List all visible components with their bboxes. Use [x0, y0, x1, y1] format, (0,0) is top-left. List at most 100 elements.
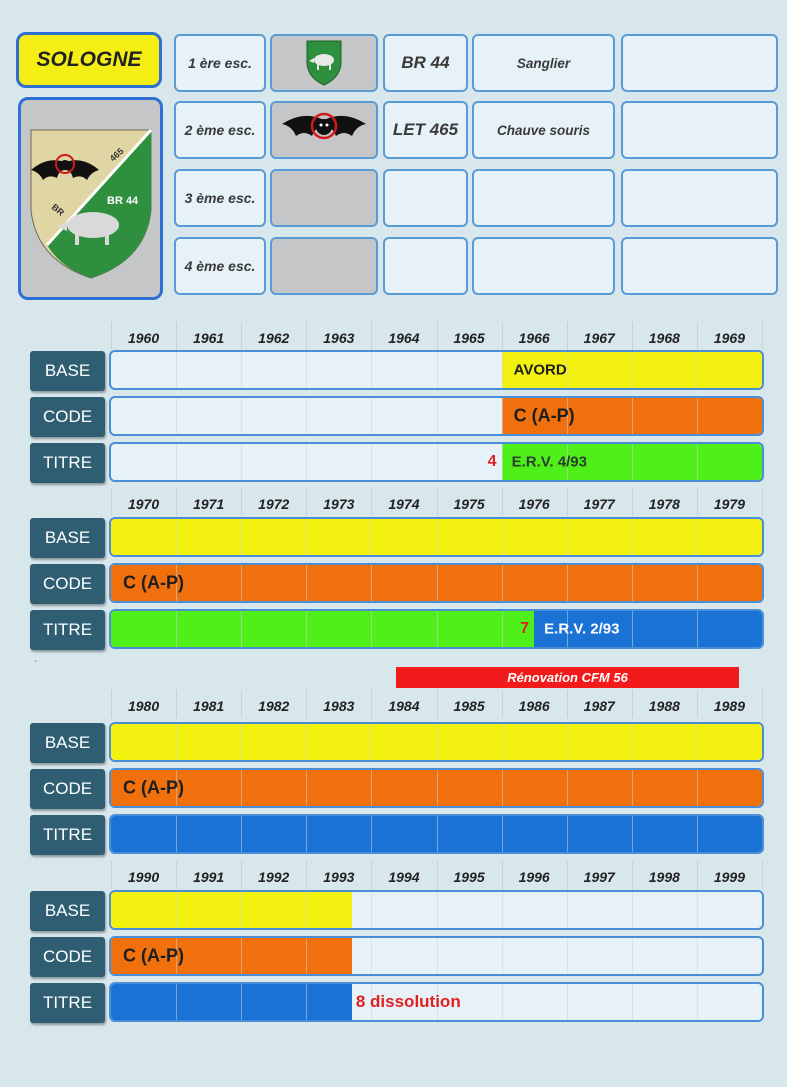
grid-line: [501, 352, 503, 388]
year-label: 1978: [648, 496, 680, 512]
grid-line: [566, 938, 568, 974]
grid-line: [306, 816, 308, 852]
timeline-track-base: [109, 890, 764, 930]
grid-line: [501, 724, 503, 760]
grid-line: [631, 519, 633, 555]
year-label: 1984: [388, 698, 420, 714]
grid-line: [241, 444, 243, 480]
row-label-base: BASE: [30, 518, 105, 558]
grid-line: [241, 816, 243, 852]
grid-line: [566, 892, 568, 928]
grid-line: [371, 488, 373, 516]
main-emblem: 465 BR BR 44: [18, 97, 163, 300]
grid-line: [111, 322, 112, 350]
squadron-name: [472, 169, 615, 227]
grid-line: [566, 352, 568, 388]
year-label: 1973: [323, 496, 355, 512]
grid-line: [631, 398, 633, 434]
grid-line: [501, 938, 503, 974]
grid-line: [762, 488, 763, 516]
year-label: 1972: [258, 496, 290, 512]
grid-line: [436, 444, 438, 480]
timeline-track-base: [109, 722, 764, 762]
grid-line: [241, 690, 243, 718]
row-label-base: BASE: [30, 891, 105, 931]
segment-label-titre: E.R.V. 4/93: [511, 453, 587, 471]
grid-line: [696, 938, 698, 974]
renovation-banner: Rénovation CFM 56: [396, 667, 739, 688]
grid-line: [436, 770, 438, 806]
grid-line: [436, 519, 438, 555]
grid-line: [436, 938, 438, 974]
grid-line: [566, 770, 568, 806]
grid-line: [436, 861, 438, 889]
grid-line: [306, 488, 308, 516]
grid-line: [371, 938, 373, 974]
squadron-extra: [621, 237, 778, 295]
squadron-code: [383, 169, 468, 227]
grid-line: [176, 984, 178, 1020]
year-label: 1980: [127, 698, 160, 714]
grid-line: [241, 892, 243, 928]
squadron-label: 1 ère esc.: [174, 34, 266, 92]
year-label: 1979: [713, 496, 746, 512]
grid-line: [176, 398, 178, 434]
grid-line: [306, 519, 308, 555]
timeline-segment-base: [501, 352, 762, 388]
grid-line: [696, 352, 698, 388]
year-label: 1967: [583, 330, 615, 346]
grid-line: [111, 488, 112, 516]
timeline-segment-titre: [501, 444, 762, 480]
svg-text:BR 44: BR 44: [107, 195, 139, 207]
grid-line: [176, 444, 178, 480]
squadron-code: [383, 237, 468, 295]
grid-line: [631, 816, 633, 852]
grid-line: [631, 724, 633, 760]
year-label: 1996: [518, 869, 550, 885]
grid-line: [566, 861, 568, 889]
grid-line: [241, 352, 243, 388]
grid-line: [566, 488, 568, 516]
row-label-titre: TITRE: [30, 443, 105, 483]
row-label-titre: TITRE: [30, 815, 105, 855]
year-label: 1975: [453, 496, 485, 512]
grid-line: [306, 611, 308, 647]
squadron-label: 2 ème esc.: [174, 101, 266, 159]
grid-line: [501, 770, 503, 806]
grid-line: [501, 565, 503, 601]
year-label: 1977: [583, 496, 615, 512]
year-label: 1976: [518, 496, 550, 512]
timeline-segment-base: [111, 892, 352, 928]
grid-line: [306, 398, 308, 434]
grid-line: [371, 398, 373, 434]
timeline-track-base: [109, 517, 764, 557]
year-label: 1997: [583, 869, 615, 885]
grid-line: [306, 444, 308, 480]
grid-line: [241, 724, 243, 760]
year-label: 1960: [127, 330, 160, 346]
grid-line: [176, 690, 178, 718]
grid-line: [566, 984, 568, 1020]
grid-line: [696, 724, 698, 760]
grid-line: [696, 611, 698, 647]
year-label: 1993: [323, 869, 355, 885]
year-label: 1966: [518, 330, 550, 346]
timeline-segment-titre: [111, 611, 535, 647]
timeline-track-titre: E.R.V. 4/93: [109, 442, 764, 482]
squadron-name: Sanglier: [472, 34, 615, 92]
year-label: 1999: [713, 869, 746, 885]
segment-label-code: C (A-P): [123, 945, 184, 966]
grid-line: [566, 444, 568, 480]
grid-line: [176, 892, 178, 928]
grid-line: [566, 611, 568, 647]
grid-line: [306, 352, 308, 388]
timeline-track-titre: E.R.V. 2/93: [109, 609, 764, 649]
year-label: 1981: [193, 698, 225, 714]
grid-line: [176, 519, 178, 555]
grid-line: [501, 984, 503, 1020]
row-label-base: BASE: [30, 351, 105, 391]
grid-line: [241, 861, 243, 889]
year-label: 1971: [193, 496, 225, 512]
grid-line: [501, 519, 503, 555]
timeline-track-base: AVORD: [109, 350, 764, 390]
